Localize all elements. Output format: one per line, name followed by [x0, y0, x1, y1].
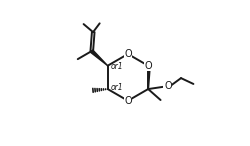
Text: O: O [124, 49, 132, 59]
Text: or1: or1 [110, 83, 123, 92]
Text: or1: or1 [110, 62, 123, 71]
Text: O: O [144, 61, 152, 71]
Text: O: O [164, 81, 172, 91]
Text: O: O [124, 96, 132, 106]
Polygon shape [90, 50, 108, 66]
